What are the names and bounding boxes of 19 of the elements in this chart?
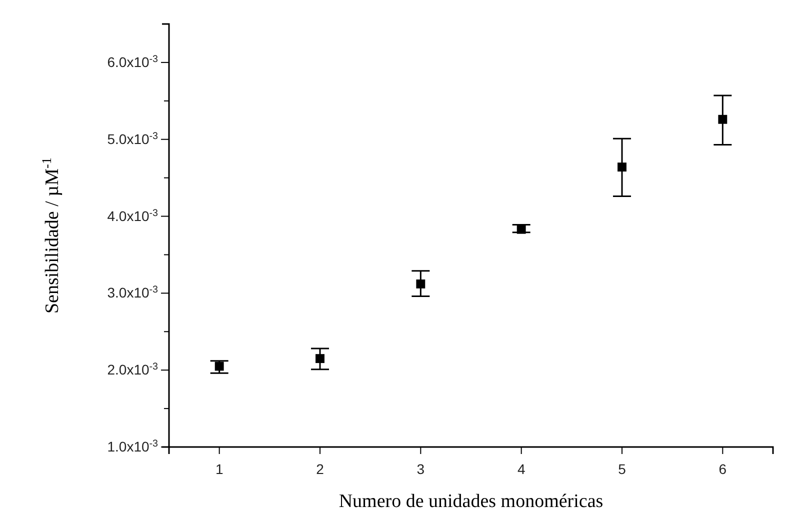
x-tick-label: 6 [718,460,727,477]
point [416,279,426,288]
y-tick-label: 5.0x10$^{-3}$ [107,130,159,147]
x-tick-label: 1 [215,460,224,477]
y-tick-label: 4.0x10$^{-3}$ [107,207,159,224]
x-tick-label: 3 [416,460,425,477]
x-axis-title: Numero de unidades monoméricas [338,491,604,512]
y-tick-label: 1.0x10$^{-3}$ [107,438,159,454]
point [718,114,728,124]
x-tick-label: 5 [618,460,626,477]
y-tick-label: 6.0x10$^{-3}$ [107,53,159,70]
point [516,224,526,234]
point [316,354,324,364]
point [618,162,626,172]
x-tick-label: 4 [517,460,526,477]
point [214,362,224,371]
x-tick-label: 2 [316,460,324,477]
y-tick-label: 3.0x10$^{-3}$ [107,284,159,301]
y-tick-label: 2.0x10$^{-3}$ [107,361,159,378]
